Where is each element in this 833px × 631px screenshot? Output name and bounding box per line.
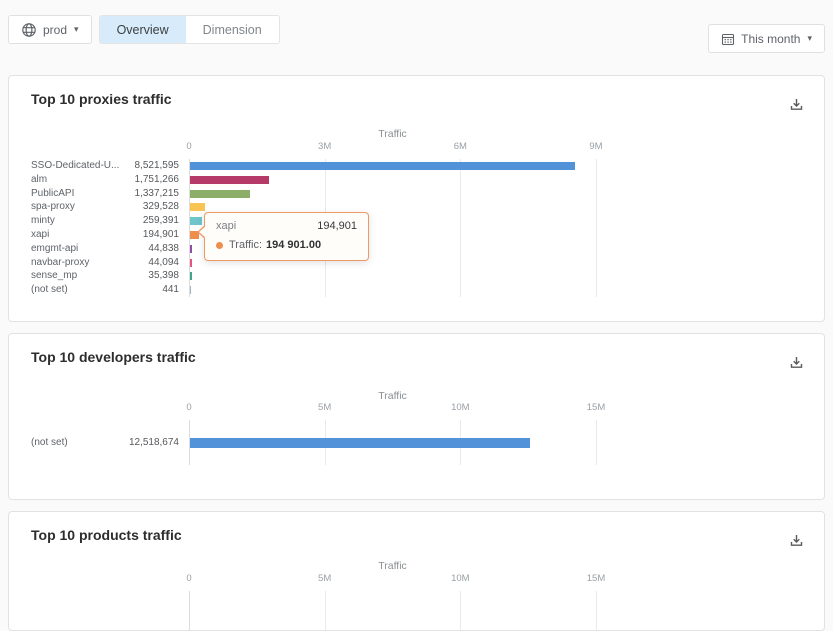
bar[interactable] — [190, 272, 192, 281]
card-title: Top 10 products traffic — [31, 527, 182, 543]
gridline — [596, 159, 597, 297]
download-button[interactable] — [784, 530, 808, 554]
axis-title: Traffic — [378, 390, 407, 402]
bar-value: 12,518,674 — [128, 437, 179, 448]
gridline — [596, 591, 597, 630]
axis-tick-label: 0 — [186, 141, 192, 152]
download-icon — [790, 535, 802, 546]
bar[interactable] — [190, 189, 251, 198]
axis-tick-label: 15M — [586, 402, 606, 413]
tooltip-title: xapi — [216, 220, 237, 232]
bar[interactable] — [190, 161, 576, 170]
bar-value: 259,391 — [142, 215, 179, 227]
download-button[interactable] — [784, 94, 808, 118]
bar-label: navbar-proxy — [31, 256, 90, 268]
card-title: Top 10 proxies traffic — [31, 91, 172, 107]
dashboard-cards: Top 10 proxies traffic Traffic 0 3M 6M 9M SSO… — [0, 75, 833, 631]
chevron-down-icon: ▾ — [74, 24, 79, 34]
bar-label: PublicAPI — [31, 187, 75, 199]
tooltip-metric-value: 194 901.00 — [266, 239, 322, 251]
series-marker-icon — [216, 241, 223, 249]
bar-label: alm — [31, 173, 48, 185]
bar[interactable] — [190, 258, 192, 267]
bar[interactable] — [190, 437, 530, 448]
chart-card-developers: Top 10 developers traffic Traffic 0 5M 10M 1… — [8, 333, 825, 500]
chart-card-products: Top 10 products traffic Traffic 0 5M 10M 15M — [8, 511, 825, 631]
globe-icon — [22, 22, 36, 37]
date-range-label: This month — [741, 31, 801, 46]
bar-label: (not set) — [31, 437, 68, 448]
bar-label: (not set) — [31, 284, 68, 296]
bar-value: 194,901 — [142, 229, 179, 240]
calendar-icon — [722, 33, 735, 45]
axis-tick-label: 5M — [318, 402, 332, 413]
download-icon — [790, 99, 802, 110]
bar-label: minty — [31, 215, 55, 227]
bar-label: sense_mp — [31, 270, 78, 282]
bar[interactable] — [190, 175, 270, 184]
gridline — [189, 159, 190, 297]
gridline — [324, 591, 326, 630]
card-title: Top 10 developers traffic — [31, 349, 196, 365]
bar-value: 1,337,215 — [134, 187, 180, 199]
bar-chart-developers: Traffic 0 5M 10M 15M (not set) 12,518,674 — [9, 334, 824, 499]
axis-title: Traffic — [378, 560, 407, 572]
tab-dimension[interactable]: Dimension — [202, 22, 262, 37]
bar[interactable] — [190, 230, 199, 239]
bar-value: 8,521,595 — [134, 160, 180, 171]
chevron-down-icon: ▾ — [807, 33, 812, 43]
tooltip-title-value: 194,901 — [317, 220, 357, 232]
date-range-selector-button[interactable]: This month ▾ — [708, 24, 825, 53]
bar-chart-proxies: Traffic 0 3M 6M 9M SSO-Dedicated-U... 8,521,59… — [9, 76, 824, 321]
gridline — [189, 420, 190, 465]
gridline — [460, 591, 462, 630]
axis-tick-label: 0 — [186, 402, 192, 413]
bar-value: 329,528 — [142, 201, 179, 213]
environment-selector-button[interactable]: prod ▾ — [8, 15, 92, 44]
bar-label: SSO-Dedicated-U... — [31, 160, 120, 171]
gridline — [596, 420, 597, 465]
axis-tick-label: 10M — [451, 402, 470, 413]
chart-tooltip: xapi 194,901 Traffic: 194 901.00 — [197, 212, 369, 261]
download-icon — [790, 357, 802, 368]
download-button[interactable] — [784, 352, 808, 376]
bar[interactable] — [190, 217, 202, 226]
tooltip-metric-label: Traffic: — [229, 239, 263, 251]
axis-tick-label: 5M — [318, 573, 332, 584]
bar[interactable] — [190, 244, 193, 253]
axis-tick-label: 0 — [186, 573, 192, 584]
bar-chart-products: Traffic 0 5M 10M 15M — [9, 512, 824, 630]
bar-value: 441 — [162, 284, 179, 296]
axis-title: Traffic — [378, 128, 407, 140]
bar[interactable] — [190, 286, 191, 295]
axis-tick-label: 3M — [318, 141, 332, 152]
toolbar: prod ▾ Overview Dimension This month ▾ — [0, 0, 833, 53]
axis-tick-label: 10M — [451, 573, 470, 584]
bar-value: 44,838 — [148, 242, 179, 254]
bar[interactable] — [190, 203, 205, 212]
axis-tick-label: 9M — [589, 141, 603, 152]
bar-label: emgmt-api — [31, 242, 79, 254]
environment-label: prod — [43, 22, 68, 37]
chart-card-proxies: Top 10 proxies traffic Traffic 0 3M 6M 9M SSO… — [8, 75, 825, 322]
bar-value: 35,398 — [148, 270, 179, 282]
axis-tick-label: 15M — [586, 573, 606, 584]
bar-value: 1,751,266 — [134, 173, 180, 185]
gridline — [189, 591, 190, 630]
axis-tick-label: 6M — [453, 141, 467, 152]
view-tabs: Overview Dimension — [98, 15, 280, 44]
tab-overview[interactable]: Overview — [99, 16, 186, 43]
bar-label: xapi — [31, 229, 50, 240]
gridline — [460, 159, 462, 297]
bar-label: spa-proxy — [31, 201, 75, 213]
bar-value: 44,094 — [148, 256, 179, 268]
